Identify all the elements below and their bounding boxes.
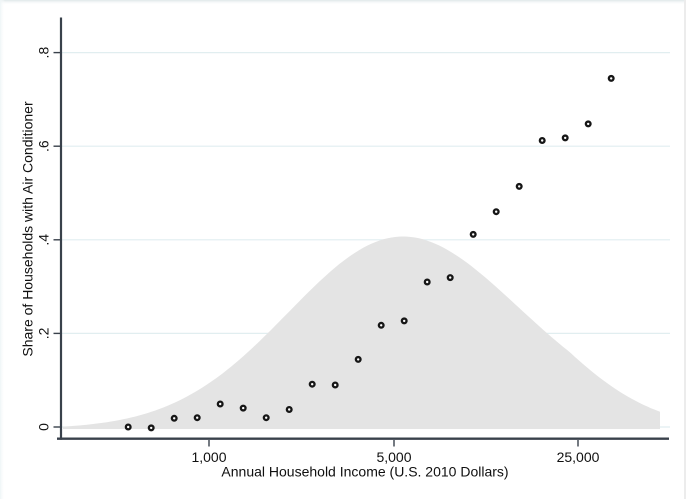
svg-text:1,000: 1,000 — [191, 449, 226, 465]
svg-text:0: 0 — [36, 423, 52, 431]
svg-text:.6: .6 — [36, 140, 52, 152]
svg-text:Share of Households with Air C: Share of Households with Air Conditioner — [20, 101, 36, 357]
svg-text:.8: .8 — [36, 47, 52, 59]
svg-text:Annual Household Income (U.S.: Annual Household Income (U.S. 2010 Dolla… — [221, 464, 508, 480]
svg-text:5,000: 5,000 — [376, 449, 411, 465]
svg-text:.4: .4 — [36, 234, 52, 246]
svg-text:25,000: 25,000 — [557, 449, 600, 465]
svg-text:.2: .2 — [36, 327, 52, 339]
